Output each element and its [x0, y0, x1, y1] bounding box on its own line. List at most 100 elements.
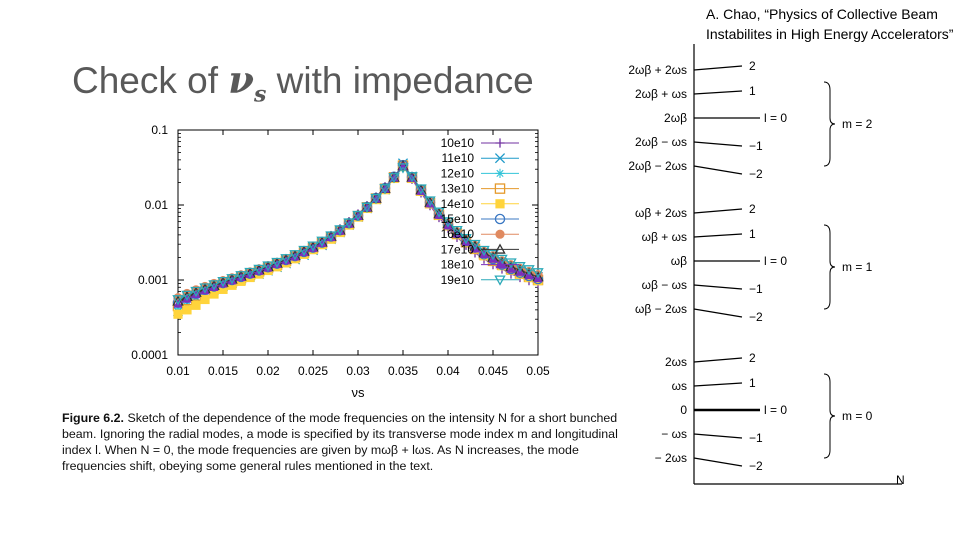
mode-line [693, 65, 743, 71]
data-point [209, 289, 219, 299]
data-point [406, 172, 418, 183]
data-point [271, 257, 283, 269]
mode-frequency-label: − ωs [661, 427, 687, 441]
data-point [343, 218, 355, 229]
slide-title: Check of νs with impedance [72, 58, 534, 107]
x-tick-label: 0.015 [208, 364, 238, 378]
x-tick-label: 0.01 [166, 364, 190, 378]
citation: A. Chao, “Physics of Collective Beam Ins… [706, 6, 954, 42]
mode-line [693, 308, 743, 318]
mode-index-label: −2 [749, 310, 763, 324]
data-point [434, 210, 444, 219]
mode-frequency-label: ωs [672, 379, 687, 393]
mode-frequency-label: ωβ − ωs [642, 278, 687, 292]
data-point [370, 193, 382, 205]
y-tick-label: 0.001 [138, 273, 168, 287]
data-point [218, 279, 228, 288]
caption-label: Figure 6.2. [62, 411, 124, 425]
data-point [307, 241, 319, 252]
mode-index-label: −1 [749, 282, 763, 296]
figure-caption: Figure 6.2. Sketch of the dependence of … [62, 410, 642, 474]
mode-frequency-label: ωβ + 2ωs [635, 206, 687, 220]
mode-index-label: l = 0 [764, 254, 787, 268]
data-point [460, 233, 472, 245]
mode-group-label: m = 0 [842, 409, 873, 423]
x-axis-label: νs [352, 385, 366, 400]
data-point [523, 265, 535, 276]
data-point [217, 277, 229, 288]
mode-group-label: m = 1 [842, 260, 873, 274]
data-point [487, 249, 499, 261]
mode-line [693, 141, 743, 147]
data-point [416, 186, 426, 195]
mode-line [693, 90, 743, 95]
mode-frequency-label: ωβ [671, 254, 687, 268]
mode-group-label: m = 2 [842, 117, 873, 131]
mode-brace [823, 81, 836, 167]
data-point [253, 264, 265, 275]
data-point [442, 217, 454, 228]
data-point [245, 269, 255, 279]
legend-label: 15e10 [441, 212, 475, 226]
legend-label: 10e10 [441, 136, 475, 150]
data-point [199, 283, 211, 294]
data-point [191, 300, 201, 310]
data-point [173, 309, 183, 319]
data-point [200, 294, 210, 305]
title-symbol-sub: s [253, 81, 267, 108]
caption-text: Sketch of the dependence of the mode fre… [62, 411, 618, 473]
mode-line [693, 233, 743, 238]
legend-label: 18e10 [441, 258, 475, 272]
mode-brace [823, 224, 836, 310]
data-point [514, 262, 526, 273]
legend-marker [494, 213, 506, 225]
data-point [451, 225, 463, 237]
series-line [177, 166, 539, 300]
legend-marker [495, 138, 505, 148]
data-point [173, 303, 183, 313]
x-tick-label: 0.025 [298, 364, 328, 378]
data-point [209, 282, 219, 291]
data-point [289, 250, 301, 261]
legend-label: 16e10 [441, 227, 475, 241]
data-point [200, 286, 210, 295]
data-point [316, 236, 328, 247]
y-tick-label: 0.0001 [131, 348, 168, 362]
mode-line [693, 357, 743, 363]
data-point [235, 271, 247, 282]
data-point [478, 245, 490, 257]
data-point [352, 210, 364, 222]
y-tick-label: 0.1 [151, 123, 168, 137]
mode-frequency-label: 2ωβ − 2ωs [628, 159, 687, 173]
mode-line [693, 457, 743, 467]
mode-index-label: 1 [749, 84, 756, 98]
data-point [388, 173, 400, 184]
data-point [334, 225, 346, 236]
legend-label: 19e10 [441, 273, 475, 287]
legend-marker [495, 260, 505, 269]
data-point [226, 274, 238, 285]
data-point [190, 286, 202, 298]
mode-line [693, 208, 743, 214]
legend-marker [495, 168, 505, 178]
mode-line [693, 284, 743, 290]
x-tick-label: 0.045 [478, 364, 508, 378]
data-point [236, 272, 246, 282]
legend-label: 17e10 [441, 242, 475, 256]
data-point [272, 259, 282, 268]
mode-axis-label: N [896, 473, 905, 487]
mode-frequency-label: − 2ωs [655, 451, 687, 465]
mode-line [693, 433, 743, 439]
mode-index-label: 1 [749, 376, 756, 390]
data-point [263, 263, 273, 272]
legend-marker [495, 229, 505, 239]
data-point [218, 284, 228, 294]
mode-index-label: −2 [749, 459, 763, 473]
mode-index-label: −1 [749, 139, 763, 153]
title-prefix: Check of [72, 60, 219, 101]
mode-line [693, 382, 743, 387]
mode-index-label: 2 [749, 59, 756, 73]
mode-index-label: l = 0 [764, 403, 787, 417]
